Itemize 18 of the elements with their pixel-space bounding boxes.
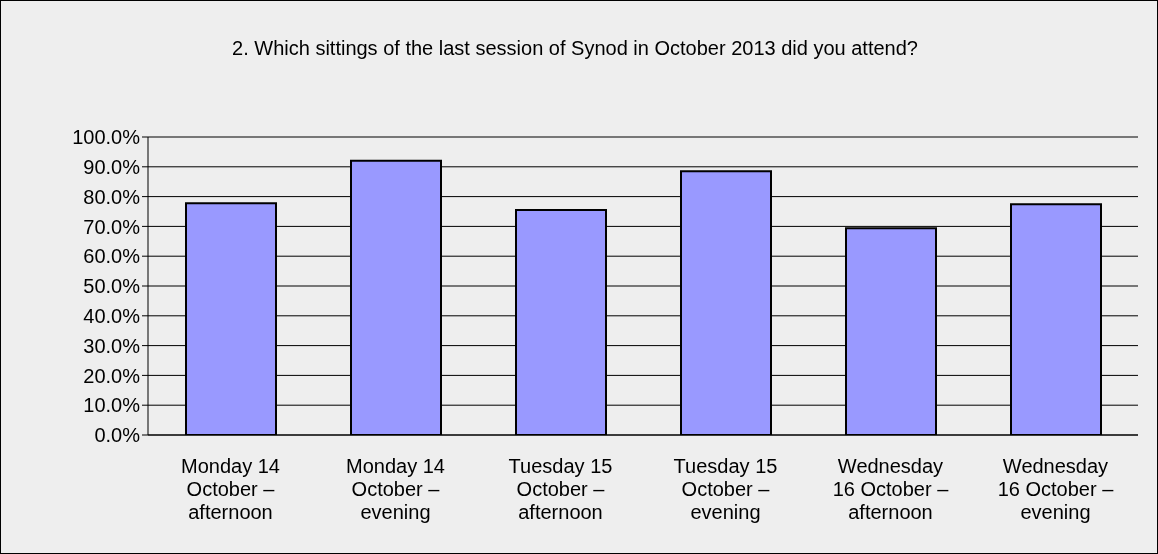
y-tick-label: 80.0% (83, 185, 141, 208)
x-tick-label: Tuesday 15 October – evening (673, 455, 778, 523)
y-tick-label: 60.0% (83, 245, 141, 268)
x-tick-label: Monday 14 October – afternoon (181, 455, 280, 523)
y-tick-label: 50.0% (83, 275, 141, 298)
y-tick-label: 90.0% (83, 155, 141, 178)
y-tick-label: 70.0% (83, 215, 141, 238)
y-tick-label: 20.0% (83, 364, 141, 387)
y-tick-label: 30.0% (83, 334, 141, 357)
x-tick-label: Wednesday 16 October – evening (997, 455, 1115, 523)
y-tick-label: 0.0% (94, 424, 141, 447)
y-tick-label: 100.0% (72, 126, 141, 149)
x-tick-label: Wednesday 16 October – afternoon (832, 455, 950, 523)
y-tick-label: 10.0% (83, 394, 141, 417)
x-tick-label: Tuesday 15 October – afternoon (508, 455, 613, 523)
chart-title: 2. Which sittings of the last session of Synod in October 2013 did you attend? (231, 37, 919, 60)
y-tick-label: 40.0% (83, 304, 141, 327)
x-tick-label: Monday 14 October – evening (346, 455, 445, 523)
